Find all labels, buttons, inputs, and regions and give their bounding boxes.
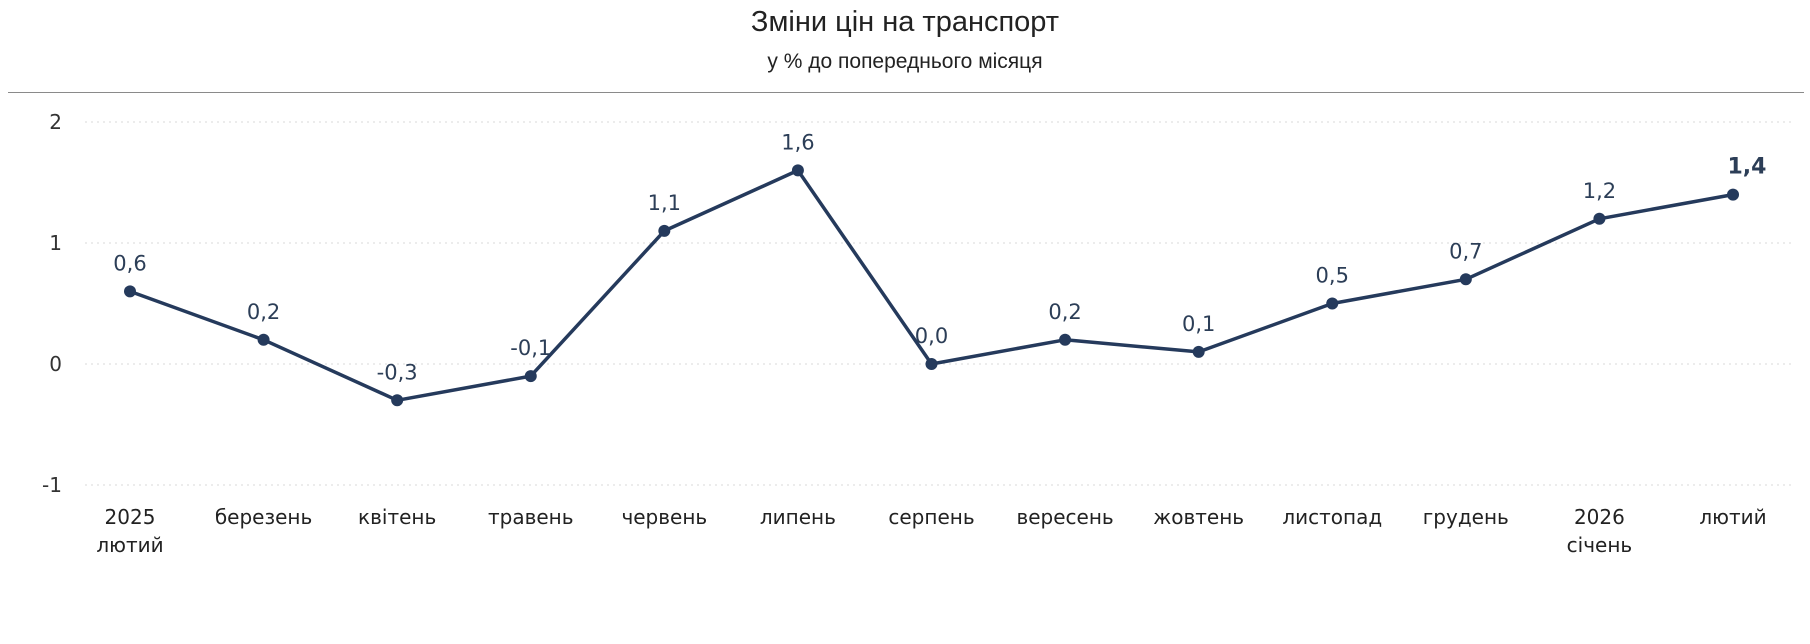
data-labels: 0,6 0,2 -0,3 -0,1 1,1 1,6 0,0 0,2 0,1 0,5 0,7 1,2 1,… [113, 130, 1766, 384]
y-axis: 2 1 0 -1 [42, 110, 62, 497]
x-tick-label: 2026 [1574, 505, 1625, 529]
data-label: 1,2 [1583, 179, 1616, 203]
title-divider [8, 92, 1804, 93]
data-label: 0,1 [1182, 312, 1215, 336]
data-point [658, 224, 671, 237]
data-point [1326, 297, 1339, 310]
data-point [1192, 345, 1205, 358]
x-axis: 2025 лютий березень квітень травень червень ли… [96, 505, 1766, 557]
x-tick-label: липень [760, 505, 836, 529]
data-point [791, 164, 804, 177]
chart-title: Зміни цін на транспорт [750, 6, 1060, 38]
data-label: 0,0 [915, 324, 948, 348]
y-tick-label: 0 [49, 352, 62, 376]
data-label: 0,5 [1316, 264, 1349, 288]
data-point [925, 358, 938, 370]
data-point [1459, 273, 1472, 286]
x-tick-label: квітень [358, 505, 436, 529]
x-tick-label: січень [1567, 533, 1633, 557]
y-tick-label: -1 [42, 473, 62, 497]
data-label: 0,6 [113, 251, 146, 275]
data-point [257, 333, 270, 346]
x-tick-label: березень [215, 505, 312, 529]
data-label: 1,6 [781, 130, 814, 154]
x-tick-label: травень [488, 505, 574, 529]
data-label: 1,1 [648, 191, 681, 215]
x-tick-label: лютий [96, 533, 163, 557]
data-point [124, 285, 136, 298]
grid-lines [85, 121, 1795, 486]
data-point [1593, 212, 1606, 225]
data-point [1059, 333, 1072, 346]
data-label: 0,2 [247, 300, 280, 324]
data-label: 0,7 [1449, 239, 1482, 263]
data-label: 0,2 [1048, 300, 1081, 324]
data-label: 1,4 [1728, 155, 1767, 180]
x-tick-label: лютий [1699, 505, 1766, 529]
x-tick-label: 2025 [105, 505, 156, 529]
data-point [1727, 188, 1739, 201]
data-point [391, 394, 404, 407]
data-label: -0,3 [377, 360, 418, 384]
x-tick-label: серпень [888, 505, 974, 529]
x-tick-label: листопад [1282, 505, 1382, 529]
x-tick-label: червень [621, 505, 707, 529]
x-tick-label: жовтень [1153, 505, 1244, 529]
data-label: -0,1 [510, 336, 551, 360]
x-tick-label: вересень [1016, 505, 1113, 529]
data-point [524, 370, 537, 383]
y-tick-label: 2 [49, 110, 62, 134]
chart-subtitle: у % до попереднього місяця [767, 50, 1043, 73]
x-tick-label: грудень [1423, 505, 1509, 529]
y-tick-label: 1 [49, 231, 62, 255]
data-points [124, 164, 1739, 407]
